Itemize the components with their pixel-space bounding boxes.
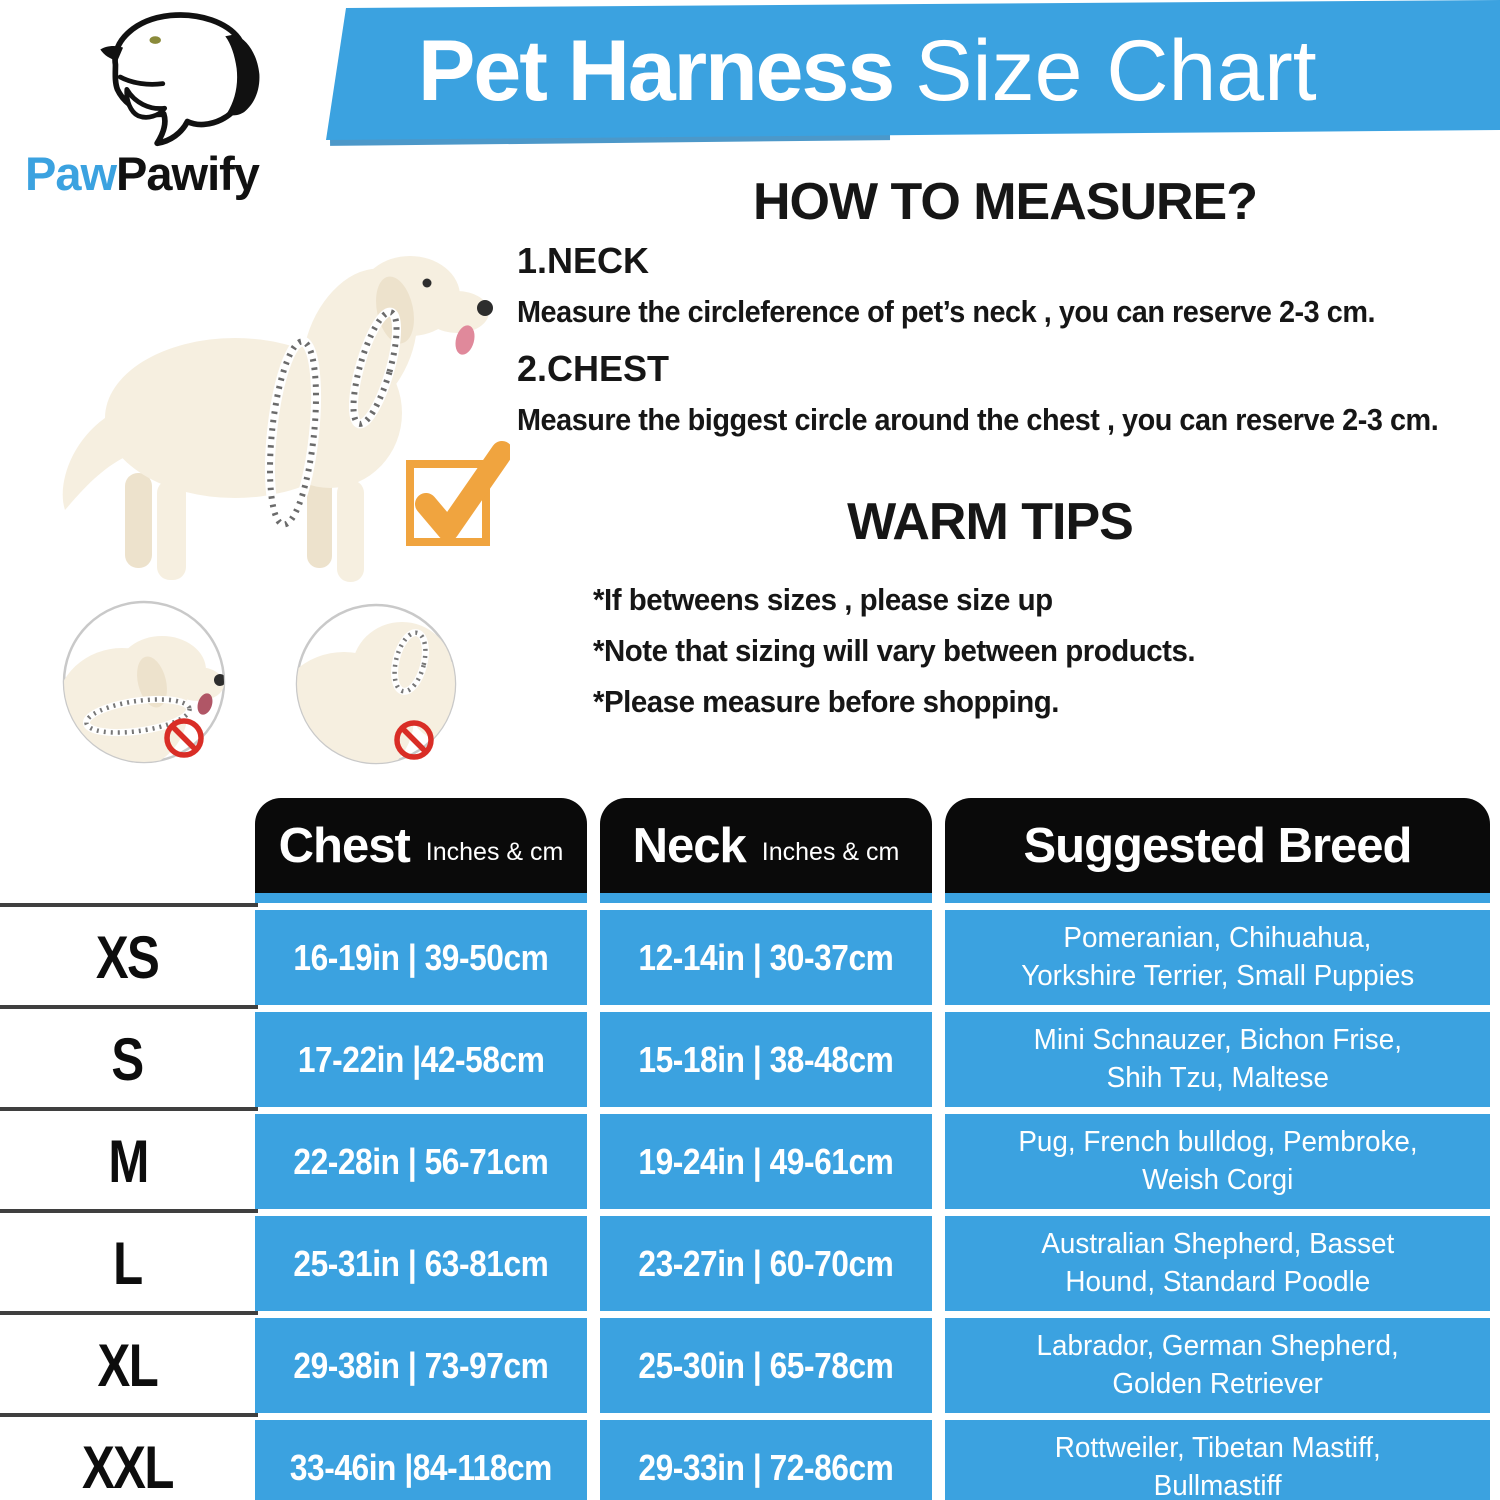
chest-header-unit: Inches & cm xyxy=(425,838,564,866)
neck-cell: 15-18in | 38-48cm xyxy=(600,1012,932,1107)
logo-eye xyxy=(149,36,161,44)
row-separator xyxy=(0,903,258,907)
chest-cell: 29-38in | 73-97cm xyxy=(255,1318,587,1413)
row-separator xyxy=(0,1311,258,1315)
prohibition-icon xyxy=(164,718,204,758)
neck-cell: 29-33in | 72-86cm xyxy=(600,1420,932,1500)
logo-nose xyxy=(100,46,124,61)
column-header-neck: Neck Inches & cm xyxy=(600,798,932,893)
header-accent-strip xyxy=(255,893,587,903)
size-label: XL xyxy=(97,1332,159,1399)
step-chest-label: 2.CHEST xyxy=(517,348,670,389)
size-label: L xyxy=(113,1230,143,1297)
breed-cell: Australian Shepherd, Basset Hound, Standa… xyxy=(945,1216,1490,1311)
prohibition-icon xyxy=(394,720,434,760)
chest-cell: 17-22in |42-58cm xyxy=(255,1012,587,1107)
neck-header-title: Neck xyxy=(632,818,747,873)
page-title: Pet Harness Size Chart xyxy=(418,22,1317,121)
breed-cell: Labrador, German Shepherd, Golden Retriev… xyxy=(945,1318,1490,1413)
neck-cell: 12-14in | 30-37cm xyxy=(600,910,932,1005)
column-header-chest: Chest Inches & cm xyxy=(255,798,587,893)
neck-tape-icon xyxy=(348,307,402,429)
brand-name-paw: Paw xyxy=(25,147,117,200)
row-separator xyxy=(0,1413,258,1417)
size-label: XXL xyxy=(82,1434,174,1500)
warm-tip: *Please measure before shopping. xyxy=(593,684,1059,719)
warm-tip: *Note that sizing will vary between prod… xyxy=(593,633,1196,668)
breed-cell: Pug, French bulldog, Pembroke, Weish Corg… xyxy=(945,1114,1490,1209)
breed-header-title: Suggested Breed xyxy=(1023,818,1413,873)
row-separator xyxy=(0,1005,258,1009)
table-row-xs: XS 16-19in | 39-50cm 12-14in | 30-37cm P… xyxy=(0,910,1500,1005)
breed-cell: Pomeranian, Chihuahua, Yorkshire Terrier,… xyxy=(945,910,1490,1005)
breed-cell: Mini Schnauzer, Bichon Frise, Shih Tzu, M… xyxy=(945,1012,1490,1107)
dog-tongue xyxy=(455,325,475,355)
brand-name-pawify: Pawify xyxy=(116,147,260,200)
chest-tape-icon xyxy=(265,336,321,530)
dog-eye xyxy=(422,278,432,288)
table-row-xxl: XXL 33-46in |84-118cm 29-33in | 72-86cm … xyxy=(0,1420,1500,1500)
size-label: M xyxy=(107,1128,149,1195)
chest-cell: 22-28in | 56-71cm xyxy=(255,1114,587,1209)
header-accent-strip xyxy=(600,893,932,903)
table-row-xl: XL 29-38in | 73-97cm 25-30in | 65-78cm L… xyxy=(0,1318,1500,1413)
neck-cell: 23-27in | 60-70cm xyxy=(600,1216,932,1311)
chest-cell: 25-31in | 63-81cm xyxy=(255,1216,587,1311)
logo-ear xyxy=(225,34,260,116)
dog-tail xyxy=(62,418,123,510)
title-banner: Pet Harness Size Chart xyxy=(326,0,1500,140)
table-row-l: L 25-31in | 63-81cm 23-27in | 60-70cm Au… xyxy=(0,1216,1500,1311)
size-label: XS xyxy=(96,924,160,991)
neck-cell: 19-24in | 49-61cm xyxy=(600,1114,932,1209)
dog-measure-illustration xyxy=(62,256,493,582)
header-accent-strip xyxy=(945,893,1490,903)
step-neck-text: Measure the circleference of pet’s neck … xyxy=(517,294,1376,329)
step-chest-text: Measure the biggest circle around the ch… xyxy=(517,402,1439,437)
table-row-m: M 22-28in | 56-71cm 19-24in | 49-61cm Pu… xyxy=(0,1114,1500,1209)
wrong-example-tape-loose xyxy=(295,603,457,765)
wrong-example-neck-low xyxy=(62,600,226,764)
size-label: S xyxy=(111,1026,145,1093)
dog-nose xyxy=(477,300,493,316)
page-title-bold: Pet Harness xyxy=(418,22,895,119)
chest-cell: 33-46in |84-118cm xyxy=(255,1420,587,1500)
neck-header-unit: Inches & cm xyxy=(761,838,900,866)
breed-cell: Rottweiler, Tibetan Mastiff, Bullmastiff xyxy=(945,1420,1490,1500)
chest-cell: 16-19in | 39-50cm xyxy=(255,910,587,1005)
neck-cell: 25-30in | 65-78cm xyxy=(600,1318,932,1413)
warm-tips-heading: WARM TIPS xyxy=(847,493,1134,551)
warm-tip: *If betweens sizes , please size up xyxy=(593,582,1053,617)
logo-tongue xyxy=(124,86,168,120)
how-to-measure-heading: HOW TO MEASURE? xyxy=(752,173,1258,231)
row-separator xyxy=(0,1107,258,1111)
step-neck-label: 1.NECK xyxy=(517,240,650,281)
row-separator xyxy=(0,1209,258,1213)
column-header-breed: Suggested Breed xyxy=(945,798,1490,893)
brand-name: PawPawify xyxy=(25,146,260,201)
checkmark-icon xyxy=(406,441,510,546)
page-title-light: Size Chart xyxy=(915,22,1317,119)
chest-header-title: Chest xyxy=(278,818,411,873)
table-row-s: S 17-22in |42-58cm 15-18in | 38-48cm Min… xyxy=(0,1012,1500,1107)
logo-dog-icon xyxy=(100,12,260,147)
